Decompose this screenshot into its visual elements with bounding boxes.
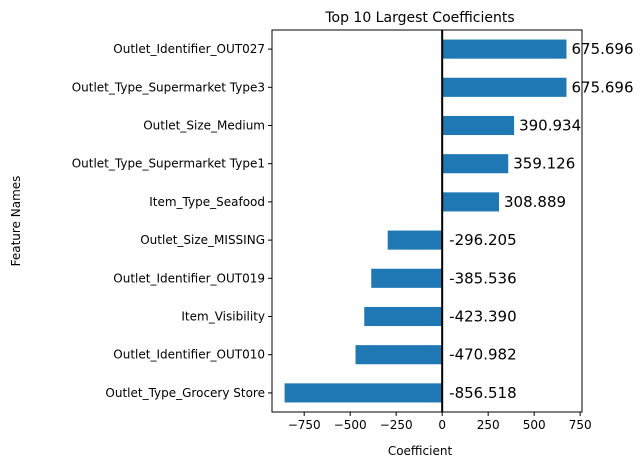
data-label: 359.126 bbox=[513, 155, 575, 173]
x-tick-label: 500 bbox=[523, 418, 546, 432]
bar bbox=[284, 383, 443, 403]
chart-title: Top 10 Largest Coefficients bbox=[324, 10, 514, 26]
y-axis-label: Feature Names bbox=[9, 176, 23, 267]
y-tick-label: Item_Visibility bbox=[181, 310, 265, 324]
data-label: -423.390 bbox=[449, 308, 516, 326]
bar bbox=[371, 268, 443, 288]
data-label: -470.982 bbox=[449, 346, 516, 364]
data-label: -856.518 bbox=[449, 384, 516, 402]
bar bbox=[387, 230, 443, 250]
y-tick-label: Outlet_Identifier_OUT027 bbox=[113, 42, 265, 56]
y-tick-label: Outlet_Size_MISSING bbox=[140, 233, 265, 247]
x-tick-label: 0 bbox=[438, 418, 446, 432]
bar bbox=[364, 306, 443, 327]
x-tick-label: −500 bbox=[334, 418, 367, 432]
y-tick-label: Item_Type_Seafood bbox=[149, 195, 265, 209]
x-tick-label: −250 bbox=[380, 418, 413, 432]
y-tick-label: Outlet_Identifier_OUT019 bbox=[113, 271, 265, 285]
data-label: 675.696 bbox=[571, 40, 633, 58]
x-tick-label: 250 bbox=[477, 418, 500, 432]
bar bbox=[442, 39, 567, 59]
axes-frame bbox=[271, 29, 583, 413]
data-label: -296.205 bbox=[449, 231, 516, 249]
y-tick-label: Outlet_Type_Grocery Store bbox=[105, 386, 265, 400]
x-tick-label: 750 bbox=[569, 418, 592, 432]
bar bbox=[442, 77, 567, 97]
bar bbox=[442, 115, 515, 136]
plot-area: Outlet_Identifier_OUT027 675.696 Outlet_Ty… bbox=[72, 29, 634, 432]
y-tick-label: Outlet_Type_Supermarket Type1 bbox=[72, 157, 265, 171]
bar bbox=[355, 345, 443, 365]
x-tick-label: −750 bbox=[288, 418, 321, 432]
data-label: -385.536 bbox=[449, 269, 516, 287]
y-tick-label: Outlet_Size_Medium bbox=[143, 119, 265, 133]
data-label: 675.696 bbox=[571, 78, 633, 96]
x-axis-label: Coefficient bbox=[388, 444, 453, 458]
bar bbox=[442, 154, 509, 174]
data-label: 308.889 bbox=[504, 193, 566, 211]
data-label: 390.934 bbox=[519, 117, 581, 135]
bar bbox=[442, 192, 500, 212]
y-tick-label: Outlet_Type_Supermarket Type3 bbox=[72, 80, 265, 94]
y-tick-label: Outlet_Identifier_OUT010 bbox=[113, 348, 265, 362]
